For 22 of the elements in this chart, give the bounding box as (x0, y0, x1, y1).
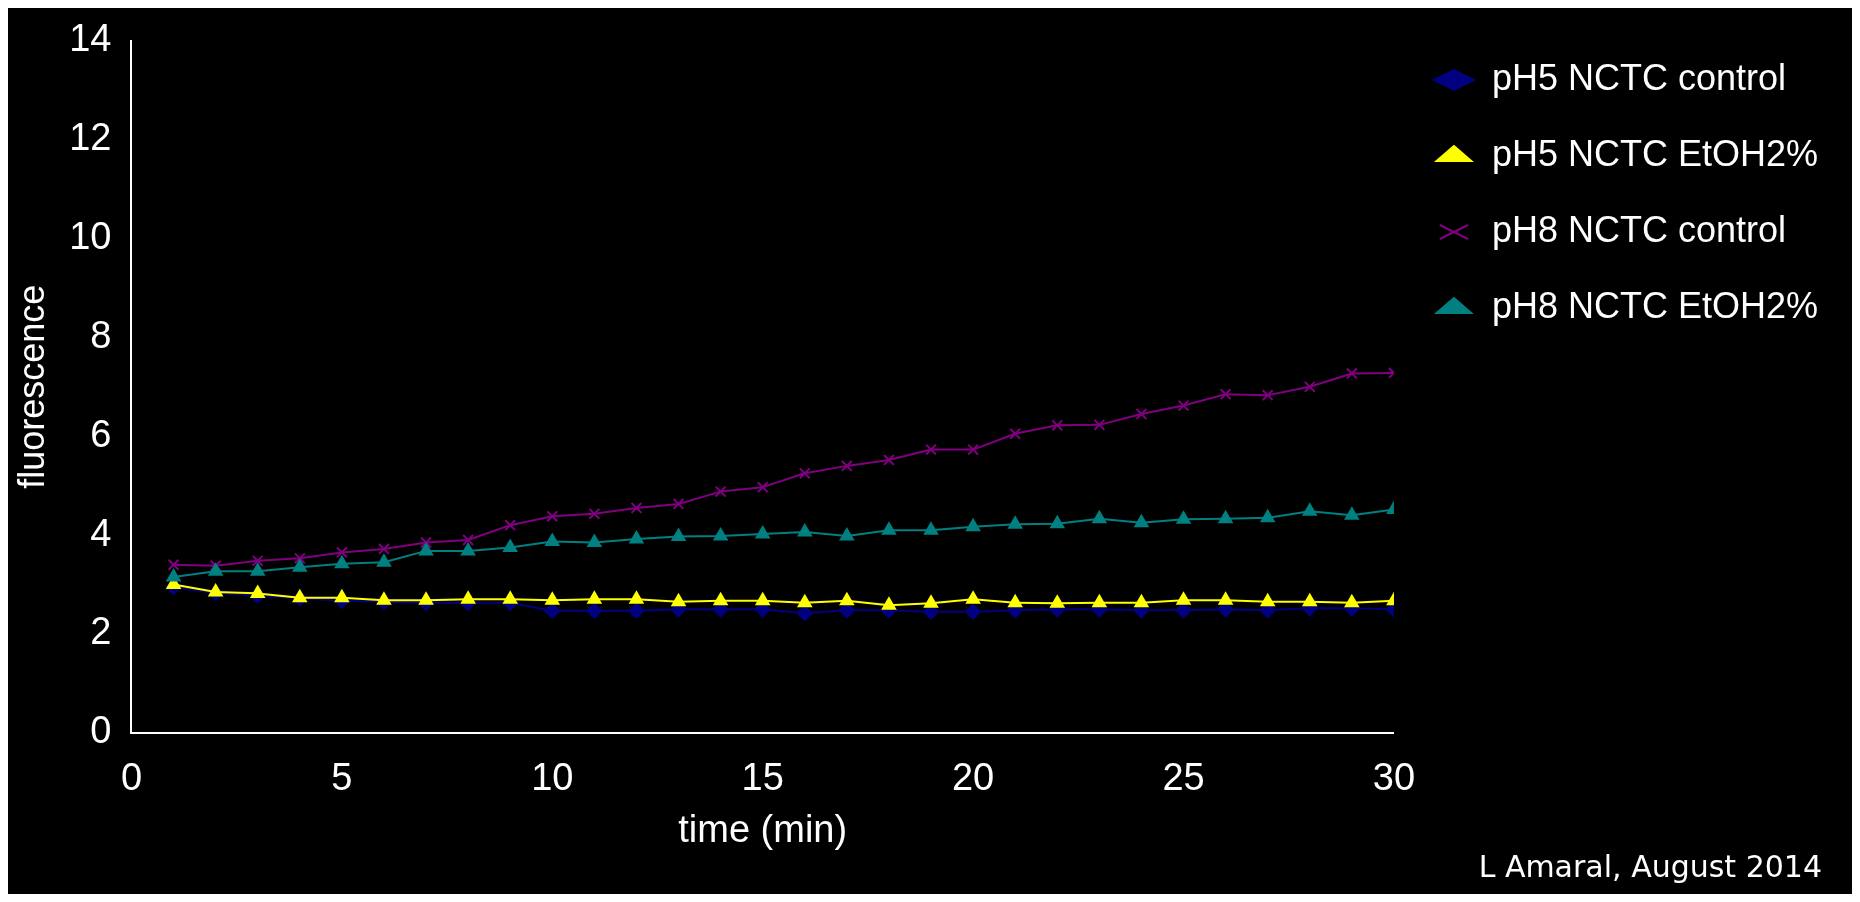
x-tick-label: 20 (951, 756, 995, 799)
x-tick-label: 10 (531, 756, 574, 799)
y-tick-label: 8 (90, 313, 112, 356)
legend-label: pH8 NCTC EtOH2% (1491, 284, 1818, 326)
x-tick-label: 0 (120, 756, 143, 799)
x-tick-label: 5 (331, 756, 353, 799)
x-axis-title: time (min) (678, 807, 848, 850)
legend-label: pH8 NCTC control (1491, 208, 1787, 250)
y-tick-label: 6 (90, 412, 112, 455)
y-tick-label: 14 (69, 17, 112, 60)
x-tick-label: 30 (1372, 756, 1416, 799)
y-tick-label: 12 (69, 116, 112, 159)
legend-label: pH5 NCTC EtOH2% (1491, 132, 1818, 174)
y-axis-title: fluorescence (10, 284, 52, 489)
x-tick-label: 15 (741, 756, 784, 799)
x-tick-label: 25 (1162, 756, 1205, 799)
y-tick-label: 4 (90, 511, 112, 554)
text: L Amaral, August 2014 (1478, 848, 1822, 884)
y-tick-label: 10 (69, 215, 112, 257)
y-tick-label: 0 (90, 709, 112, 752)
y-tick-label: 2 (90, 610, 112, 653)
legend-label: pH5 NCTC control (1491, 56, 1787, 98)
